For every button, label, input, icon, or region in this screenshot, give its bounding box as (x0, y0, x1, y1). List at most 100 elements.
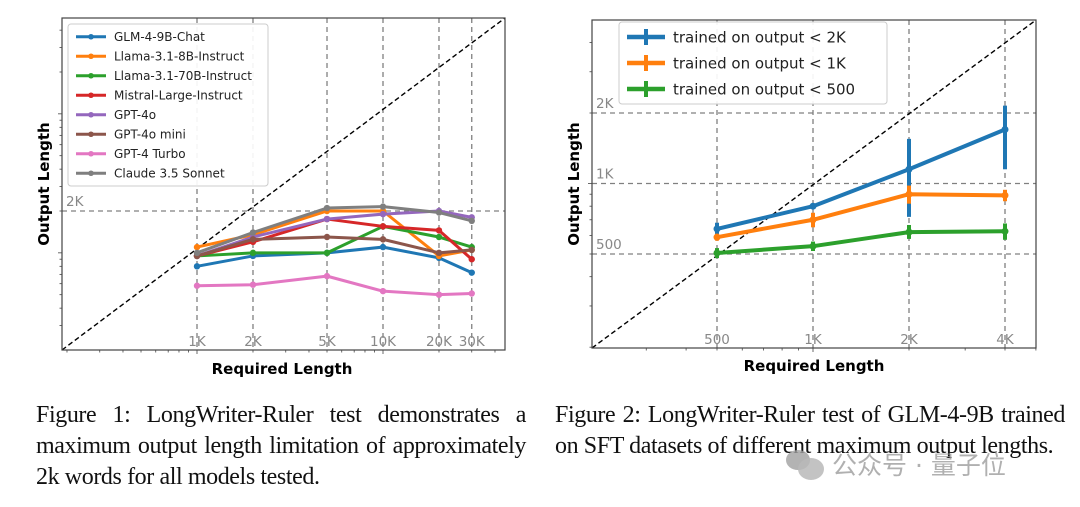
data-point (713, 233, 721, 241)
data-point (249, 236, 257, 243)
legend-label: trained on output < 1K (673, 54, 847, 72)
data-point (193, 282, 201, 289)
y-tick-label: 1K (596, 167, 615, 183)
data-point (905, 165, 913, 173)
x-tick-label: 30K (459, 334, 486, 350)
series-trained-on-output-500 (713, 223, 1009, 259)
legend-item: Llama-3.1-70B-Instruct (76, 69, 252, 83)
series-line (195, 217, 474, 261)
legend-label: Llama-3.1-70B-Instruct (114, 69, 252, 83)
legend-item: trained on output < 1K (627, 54, 847, 72)
data-point (1001, 227, 1009, 235)
chart2-plot-frame (591, 19, 1037, 349)
legend-swatch-marker (88, 111, 94, 118)
data-point (379, 287, 387, 295)
x-tick-label: 5K (318, 334, 337, 350)
series-claude-3-5-sonnet (193, 203, 475, 257)
data-point (193, 249, 201, 257)
data-point (713, 249, 721, 257)
figure1-caption: Figure 1: LongWriter-Ruler test demonstr… (36, 402, 526, 490)
x-tick-label: 2K (900, 332, 919, 348)
data-point (323, 233, 331, 241)
series-trained-on-output-1k (713, 185, 1009, 241)
legend-label: GPT-4o (114, 108, 156, 122)
chart1-series (193, 203, 475, 298)
chart2-minor-ticks (588, 42, 1037, 352)
data-point (249, 249, 257, 257)
data-point (379, 236, 387, 243)
legend-item: Llama-3.1-8B-Instruct (76, 50, 245, 64)
x-tick-label: 10K (370, 334, 397, 350)
chart1-y-axis-label: Output Length (35, 122, 53, 245)
figure2-chart: 500 1K 2K 4K 500 1K 2K Required Length Output… (565, 19, 1037, 375)
legend-item: GPT-4o mini (76, 128, 186, 142)
chart1-diagonal-reference (61, 17, 506, 351)
chart1-y-tick-labels: 2K (66, 194, 85, 210)
data-point (379, 210, 387, 218)
x-tick-label: 1K (188, 334, 207, 350)
y-tick-label: 500 (596, 237, 622, 253)
legend-item: Claude 3.5 Sonnet (76, 167, 225, 181)
series-line (715, 127, 1007, 231)
data-point (468, 269, 475, 276)
data-point (1001, 126, 1009, 134)
chart2-y-axis-label: Output Length (565, 122, 583, 245)
data-point (435, 233, 443, 241)
legend-swatch-marker (88, 72, 94, 79)
legend-box (67, 23, 269, 187)
data-point (323, 204, 331, 212)
x-tick-label: 20K (426, 334, 453, 350)
data-point (905, 190, 913, 198)
chart1-minor-ticks (58, 29, 496, 354)
legend-item: GPT-4o (76, 108, 156, 122)
chart1-x-tick-labels: 1K 2K 5K 10K 20K 30K (188, 334, 486, 350)
chart1-plot-frame (61, 17, 506, 351)
data-point (713, 225, 721, 233)
series-line (195, 274, 474, 297)
chart2-x-tick-labels: 500 1K 2K 4K (704, 332, 1015, 348)
series-gpt-4-turbo (193, 272, 475, 298)
data-point (249, 229, 257, 236)
legend-label: GPT-4 Turbo (114, 147, 186, 161)
data-point (468, 256, 475, 263)
watermark: 公众号 · 量子位 (786, 446, 1006, 482)
legend-label: Claude 3.5 Sonnet (114, 167, 225, 181)
data-point (1001, 191, 1009, 199)
x-tick-label: 1K (804, 332, 823, 348)
data-point (323, 215, 331, 223)
legend-label: trained on output < 500 (673, 80, 855, 98)
data-point (379, 223, 387, 230)
legend-swatch-marker (88, 170, 94, 177)
x-tick-label: 2K (244, 334, 263, 350)
data-point (809, 202, 817, 210)
data-point (468, 290, 475, 297)
figure1-chart: 1K 2K 5K 10K 20K 30K 2K Required Length Outpu… (35, 17, 506, 378)
legend-box (618, 21, 888, 105)
y-tick-label: 2K (66, 194, 85, 210)
data-point (379, 203, 387, 210)
series-line (715, 192, 1007, 240)
x-tick-label: 500 (704, 332, 730, 348)
wechat-icon (786, 448, 826, 480)
legend-item: GLM-4-9B-Chat (76, 30, 205, 44)
legend-label: GLM-4-9B-Chat (114, 30, 205, 44)
series-line (715, 229, 1007, 255)
data-point (323, 272, 331, 280)
data-point (379, 243, 387, 251)
data-point (435, 249, 443, 257)
legend-item: Mistral-Large-Instruct (76, 89, 243, 103)
series-line (195, 205, 474, 255)
legend-swatch-marker (88, 33, 94, 40)
data-point (193, 263, 201, 270)
legend-swatch-marker (88, 53, 94, 60)
data-point (249, 281, 257, 288)
data-point (435, 227, 443, 234)
y-tick-label: 2K (596, 96, 615, 112)
chart1-legend: GLM-4-9B-Chat Llama-3.1-8B-Instruct Llama-… (67, 23, 269, 187)
data-point (809, 216, 817, 224)
series-line (195, 245, 474, 275)
legend-label: Mistral-Large-Instruct (114, 89, 243, 103)
chart2-legend: trained on output < 2K trained on output … (618, 21, 888, 105)
data-point (435, 209, 443, 216)
legend-swatch-marker (88, 131, 94, 138)
